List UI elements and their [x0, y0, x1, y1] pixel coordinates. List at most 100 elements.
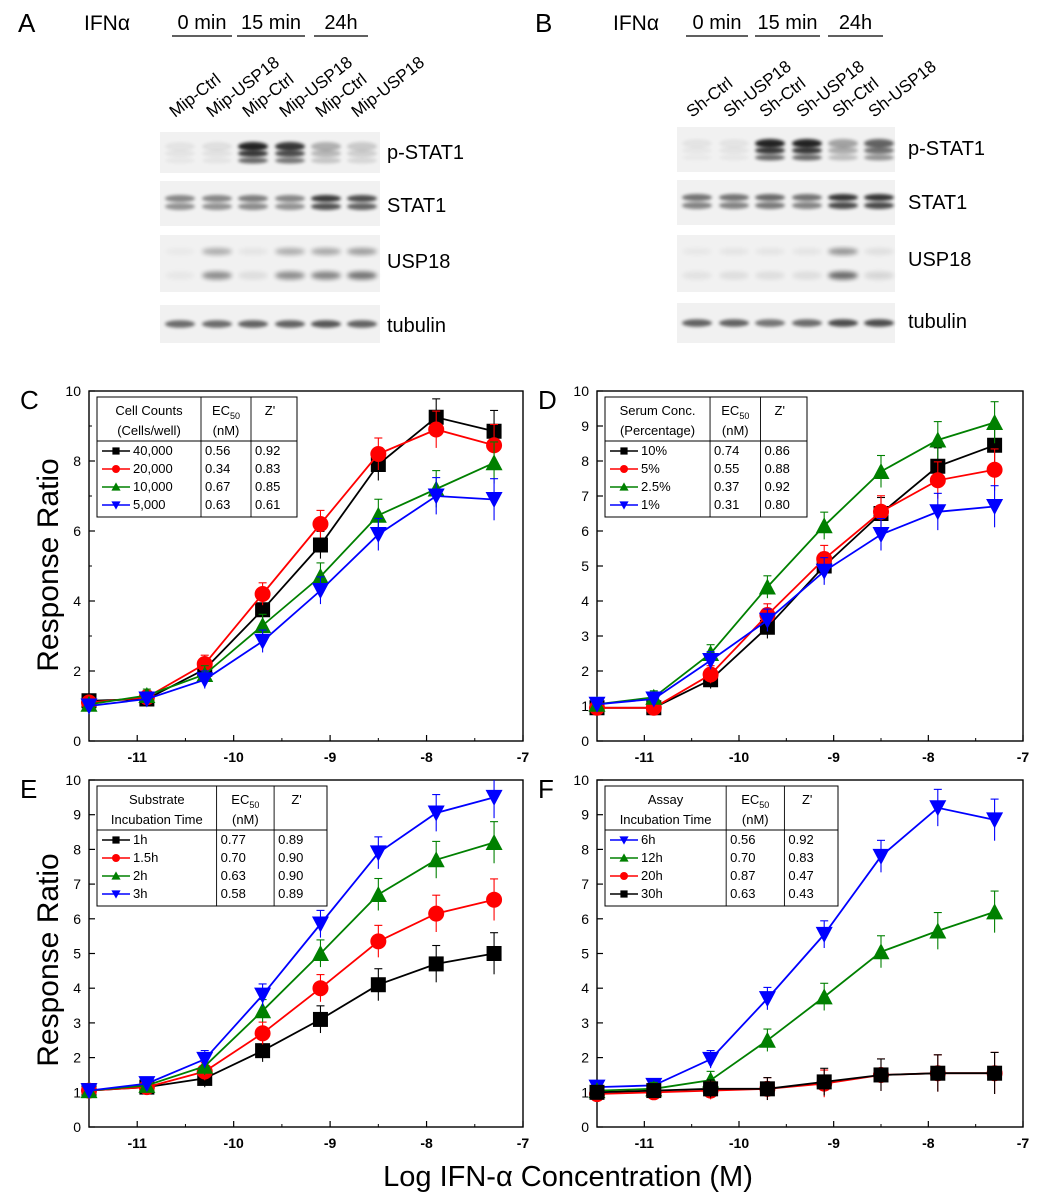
legend-z-value: 0.89: [278, 886, 303, 901]
series-1-: [588, 485, 1004, 713]
band: [275, 150, 305, 157]
y-tick-label: 8: [73, 841, 81, 857]
legend-series-name: 20h: [641, 868, 663, 883]
data-point: [645, 691, 663, 708]
data-point: [485, 492, 503, 508]
legend-table: Cell Counts(Cells/well)EC50(nM)Z'40,000 0…: [96, 396, 298, 518]
legend-z-value: 0.83: [788, 850, 813, 865]
band: [682, 139, 712, 148]
data-point: [427, 805, 445, 822]
band: [165, 150, 195, 157]
data-point: [815, 988, 833, 1005]
chart-panel-f: F 0 1 2 3 4 5 6 7 8 9 10 -11 -10 -9 -8 -7 Assay Incubation…: [538, 772, 1029, 1151]
band: [682, 194, 712, 201]
y-tick-label: 8: [581, 841, 589, 857]
blot-strip-stat1: [677, 180, 895, 225]
data-point: [929, 800, 947, 817]
blot-panel-b: B IFNα 0 min 15 min 24hSh-CtrlSh-USP18Sh-Ctr…: [535, 8, 985, 343]
data-point: [929, 472, 946, 489]
x-tick-label: -8: [922, 749, 935, 765]
band: [864, 147, 894, 154]
blot-background: [677, 235, 895, 292]
series-layer: [80, 398, 503, 715]
data-point: [485, 833, 503, 850]
legend-ec50-value: 0.58: [221, 886, 246, 901]
legend-title: Substrate: [129, 792, 185, 807]
legend-title: Serum Conc.: [620, 403, 696, 418]
series-line: [596, 421, 995, 706]
band: [755, 194, 785, 201]
band: [165, 203, 195, 210]
band: [165, 248, 195, 255]
band: [311, 150, 341, 157]
y-tick-label: 7: [581, 876, 589, 892]
y-tick-label: 2: [73, 1050, 81, 1066]
data-point: [759, 1081, 775, 1097]
x-tick-label: -9: [324, 1135, 337, 1151]
data-point: [485, 454, 503, 471]
y-tick-label: 9: [581, 807, 589, 823]
series-line: [88, 461, 495, 706]
data-point: [312, 516, 329, 532]
data-point: [816, 1074, 832, 1090]
legend-series-name: 1%: [641, 497, 660, 512]
legend-series-name: 30h: [641, 886, 663, 901]
band: [311, 271, 341, 280]
band: [864, 154, 894, 161]
band: [792, 147, 822, 154]
legend-marker: [620, 465, 628, 473]
x-tick-label: -9: [827, 749, 840, 765]
data-point: [80, 1083, 98, 1100]
data-point: [428, 421, 445, 438]
data-point: [196, 1051, 214, 1068]
legend-ec50-value: 0.56: [730, 832, 755, 847]
data-point: [986, 499, 1004, 515]
legend-title: Incubation Time: [111, 812, 203, 827]
western-blot-panels: A IFNα 0 min 15 min 24hMip-CtrlMip-USP18Mip-…: [18, 8, 985, 343]
band-label: p-STAT1: [908, 138, 985, 160]
data-point: [986, 414, 1004, 430]
legend-title: Assay: [648, 792, 684, 807]
x-tick-label: -7: [1017, 1135, 1030, 1151]
y-tick-label: 6: [581, 911, 589, 927]
band: [238, 203, 268, 210]
panel-letter: D: [538, 385, 557, 415]
y-tick-label: 5: [581, 946, 589, 962]
legend-series-name: 3h: [133, 886, 147, 901]
data-point: [485, 789, 503, 806]
chart-panel-c: C 0 2 4 6 8 10 -11 -10 -9 -8 -7 Cell Counts (Cells/we…: [20, 383, 529, 765]
x-tick-label: -7: [517, 1135, 530, 1151]
series-1h: [81, 932, 502, 1099]
y-tick-label: 5: [73, 946, 81, 962]
band: [165, 320, 195, 328]
time-group-label: 0 min: [178, 12, 227, 34]
band: [792, 271, 822, 280]
band: [202, 142, 232, 151]
panel-letter: C: [20, 385, 39, 415]
data-point: [987, 1065, 1003, 1081]
band: [347, 150, 377, 157]
legend-ec50-value: 0.67: [205, 479, 230, 494]
legend-ec50-value: 0.34: [205, 461, 230, 476]
data-point: [986, 903, 1004, 920]
data-point: [986, 812, 1004, 829]
band: [311, 203, 341, 210]
series-3h: [80, 780, 503, 1100]
x-tick-label: -11: [127, 749, 147, 765]
y-tick-label: 10: [573, 383, 589, 399]
data-point: [758, 612, 776, 629]
y-tick-label: 10: [573, 772, 589, 788]
band: [755, 147, 785, 154]
legend-series-name: 10,000: [133, 479, 173, 494]
panel-letter: B: [535, 8, 552, 38]
legend-border: [604, 785, 839, 907]
shared-y-axis-label-bottom: Response Ratio: [32, 853, 65, 1066]
band: [792, 248, 822, 255]
series-line: [88, 416, 495, 702]
data-point: [196, 672, 214, 689]
x-tick-label: -11: [635, 1135, 655, 1151]
panel-letter: E: [20, 774, 37, 804]
legend-header-ec50-subscript: 50: [230, 411, 240, 421]
